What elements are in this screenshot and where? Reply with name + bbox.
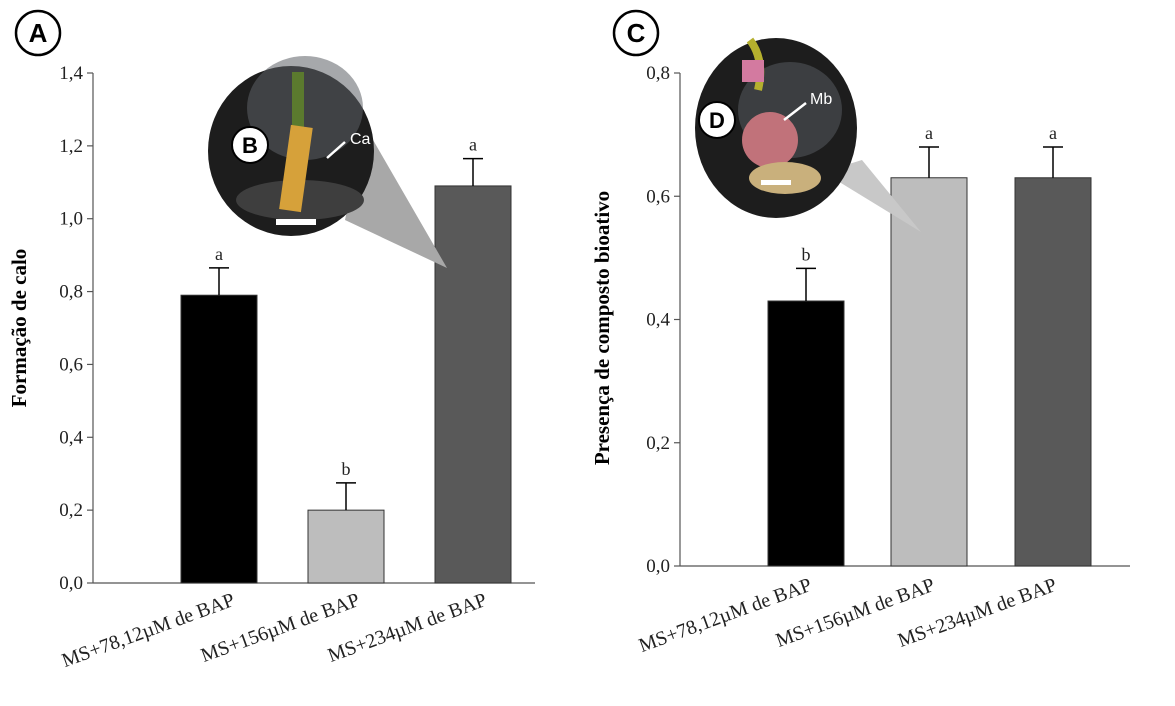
inset-label-circle: [698, 101, 736, 139]
y-tick-label: 0,8: [59, 282, 83, 303]
significance-letter: a: [215, 244, 223, 264]
zoom-callout: [823, 160, 921, 232]
inset-annotation: Ca: [350, 131, 371, 148]
significance-letter: a: [469, 135, 477, 155]
chart-panel-c: C 0,0 0,2 0,4 0,6 0,8 Presença de composto bio…: [590, 9, 1130, 657]
inset-label-circle: [231, 126, 269, 164]
bar: [767, 300, 845, 567]
photo-biomass: [742, 112, 798, 168]
bar: [180, 294, 258, 584]
photo-glass-reflection: [247, 56, 363, 160]
y-tick-label: 1,2: [59, 136, 83, 157]
y-tick-label: 0,4: [59, 427, 83, 448]
y-tick-label: 0,2: [646, 433, 670, 454]
bar: [890, 177, 968, 567]
significance-letter: a: [1049, 123, 1057, 143]
significance-letter: a: [925, 123, 933, 143]
photo-callus: [279, 124, 313, 213]
y-tick-label: 0,4: [646, 310, 670, 331]
bar: [307, 509, 385, 584]
y-tick-label: 0,0: [646, 556, 670, 577]
significance-letter: b: [342, 459, 351, 479]
significance-letter: b: [802, 244, 811, 264]
inset-photo-b: Ca B: [208, 56, 447, 268]
arrow-line: [326, 141, 346, 159]
y-tick-label: 1,4: [59, 63, 83, 84]
y-tick-label: 0,6: [59, 354, 83, 375]
inset-photo-d: Mb D: [695, 37, 921, 232]
scale-bar: [761, 180, 791, 185]
panel-label: C: [627, 18, 646, 48]
bar: [1014, 177, 1092, 567]
inset-label: B: [242, 133, 258, 158]
bar: [434, 185, 512, 584]
photo-callus-base: [749, 162, 821, 194]
photo-stem: [292, 72, 304, 132]
y-tick-label: 1,0: [59, 209, 83, 230]
y-tick-label: 0,8: [646, 63, 670, 84]
scale-bar: [276, 219, 316, 225]
panel-label-circle: [612, 9, 660, 57]
y-axis-label: Formação de calo: [7, 249, 31, 408]
photo-pink-top: [742, 60, 764, 82]
y-tick-label: 0,0: [59, 573, 83, 594]
y-tick-label: 0,6: [646, 186, 670, 207]
panel-label-circle: [14, 9, 62, 57]
arrow-line: [783, 102, 807, 121]
inset-label: D: [709, 108, 725, 133]
panel-label: A: [29, 18, 48, 48]
y-tick-label: 0,2: [59, 500, 83, 521]
inset-annotation: Mb: [810, 91, 832, 108]
y-axis-label: Presença de composto bioativo: [590, 191, 614, 465]
